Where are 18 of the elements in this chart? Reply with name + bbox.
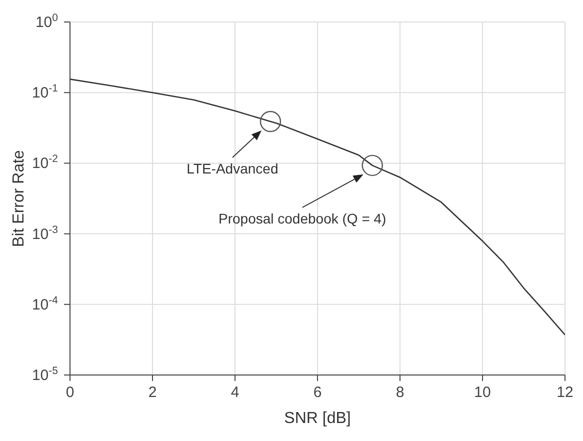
y-axis-title: Bit Error Rate: [10, 150, 28, 247]
y-tick-label: 10$^{-1}$: [32, 82, 58, 102]
annotation: Proposal codebook (Q = 4): [218, 210, 386, 226]
x-tick-label: 2: [148, 384, 157, 401]
x-axis-title: SNR [dB]: [284, 410, 351, 427]
x-tick-label: 0: [66, 384, 74, 401]
y-tick-label: 10$^{-5}$: [32, 365, 58, 384]
y-tick-label: 10$^{-3}$: [32, 224, 58, 243]
x-tick-label: 12: [556, 384, 574, 401]
x-tick-label: 8: [396, 384, 404, 401]
line-series: [70, 78, 565, 336]
y-tick-label: 10$^{-4}$: [32, 294, 58, 314]
y-tick-label: 10$^{-2}$: [32, 153, 58, 172]
x-tick-label: 6: [313, 384, 322, 401]
annotation: LTE-Advanced: [186, 160, 278, 176]
x-tick-label: 10: [474, 384, 491, 401]
x-tick-label: 4: [230, 384, 240, 401]
y-tick-label: 10$^{0}$: [35, 12, 58, 31]
